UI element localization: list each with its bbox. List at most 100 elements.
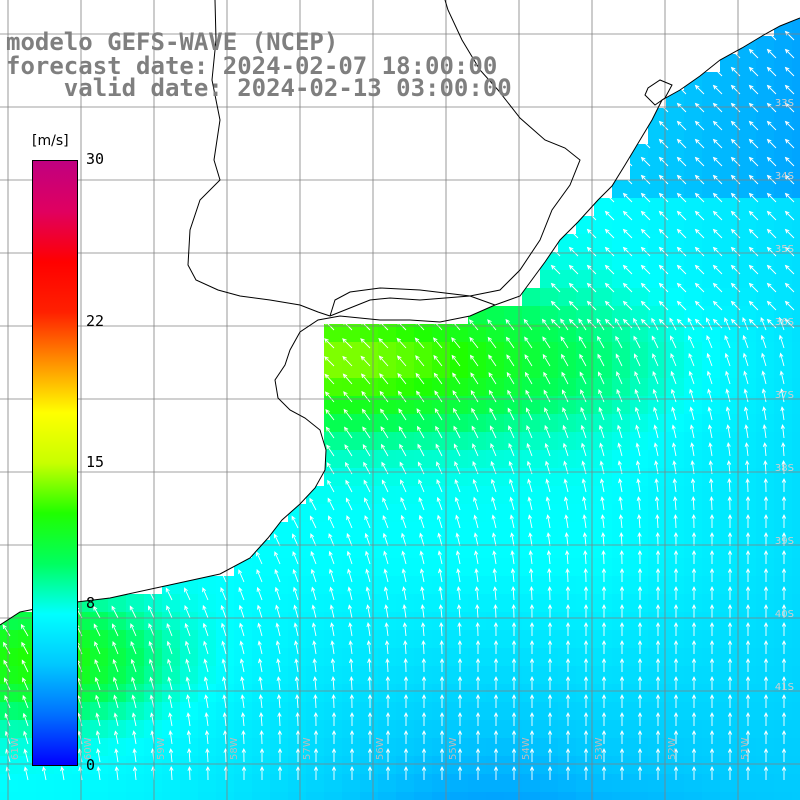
wind-arrow [763, 747, 769, 762]
wind-arrow [436, 496, 443, 511]
wind-arrow [561, 389, 569, 403]
speed-cell [522, 738, 541, 757]
speed-cell [540, 756, 559, 775]
speed-cell [792, 612, 800, 631]
speed-cell [162, 684, 181, 703]
wind-arrow [748, 138, 759, 149]
speed-cell [594, 522, 613, 541]
wind-arrow [691, 567, 697, 582]
title-model: modelo GEFS-WAVE (NCEP) [6, 28, 339, 56]
speed-cell [684, 360, 703, 379]
speed-cell [684, 396, 703, 415]
wind-arrow [658, 282, 669, 293]
wind-arrow [658, 192, 669, 203]
wind-arrow [546, 514, 551, 529]
speed-cell [360, 756, 379, 775]
speed-cell [324, 558, 343, 577]
wind-arrow [673, 585, 679, 600]
speed-cell [198, 720, 217, 739]
wind-arrow [367, 657, 372, 673]
wind-arrow [634, 388, 641, 403]
wind-arrow [457, 639, 463, 655]
wind-arrow [295, 711, 300, 727]
wind-arrow [149, 694, 155, 709]
speed-cell [234, 648, 253, 667]
speed-cell [216, 738, 235, 757]
wind-arrow [112, 641, 119, 655]
wind-arrow [4, 695, 11, 709]
speed-cell [774, 648, 793, 667]
wind-arrow [295, 765, 301, 780]
wind-arrow [766, 120, 777, 131]
speed-cell [540, 684, 559, 703]
wind-arrow [434, 407, 443, 421]
speed-cell [774, 558, 793, 577]
wind-arrow [529, 639, 535, 654]
speed-cell [576, 558, 595, 577]
wind-arrow [398, 425, 407, 439]
speed-cell [414, 450, 433, 469]
wind-arrow [748, 228, 759, 239]
speed-cell [630, 756, 649, 775]
wind-arrow [582, 496, 587, 511]
speed-cell [396, 486, 415, 505]
speed-cell [90, 774, 109, 793]
speed-cell [702, 216, 721, 235]
wind-arrow [676, 246, 687, 257]
speed-cell [738, 720, 757, 739]
speed-cell [342, 450, 361, 469]
speed-cell [540, 594, 559, 613]
speed-cell [306, 540, 325, 559]
wind-arrow [712, 264, 723, 275]
wind-arrow [20, 623, 29, 637]
wind-arrow [780, 388, 785, 403]
speed-cell [720, 144, 739, 163]
speed-cell [378, 558, 397, 577]
wind-arrow [578, 318, 587, 331]
wind-arrow [380, 443, 389, 457]
wind-arrow [505, 336, 515, 349]
speed-cell [612, 648, 631, 667]
wind-arrow [257, 640, 263, 655]
wind-arrow [568, 264, 579, 275]
speed-cell [306, 576, 325, 595]
speed-cell [648, 738, 667, 757]
wind-arrow [766, 264, 777, 275]
wind-arrow [652, 370, 659, 385]
colorbar-tick-label: 22 [86, 311, 105, 330]
speed-cell [738, 324, 757, 343]
wind-arrow [565, 747, 571, 762]
wind-arrow [361, 408, 371, 421]
speed-cell [666, 684, 685, 703]
wind-arrow [676, 264, 687, 275]
speed-cell [594, 684, 613, 703]
speed-cell [612, 702, 631, 721]
speed-cell [594, 252, 613, 271]
wind-arrow [730, 210, 741, 221]
speed-cell [774, 360, 793, 379]
wind-arrow [619, 549, 624, 565]
wind-arrow [640, 318, 651, 329]
speed-cell [612, 360, 631, 379]
wind-arrow [691, 765, 697, 780]
speed-cell [90, 630, 109, 649]
speed-cell [306, 774, 325, 793]
speed-cell [648, 648, 667, 667]
wind-arrow [508, 442, 515, 457]
wind-arrow [491, 514, 497, 529]
speed-cell [666, 648, 685, 667]
speed-cell [666, 612, 685, 631]
speed-cell [666, 486, 685, 505]
wind-arrow [239, 622, 245, 637]
speed-cell [720, 378, 739, 397]
speed-cell [792, 648, 800, 667]
speed-cell [756, 468, 775, 487]
wind-arrow [784, 300, 795, 311]
wind-arrow [655, 585, 661, 600]
wind-arrow [781, 585, 787, 600]
speed-cell [108, 720, 127, 739]
wind-arrow [492, 568, 497, 583]
wind-arrow [385, 711, 391, 726]
wind-arrow [655, 531, 660, 547]
speed-cell [684, 198, 703, 217]
